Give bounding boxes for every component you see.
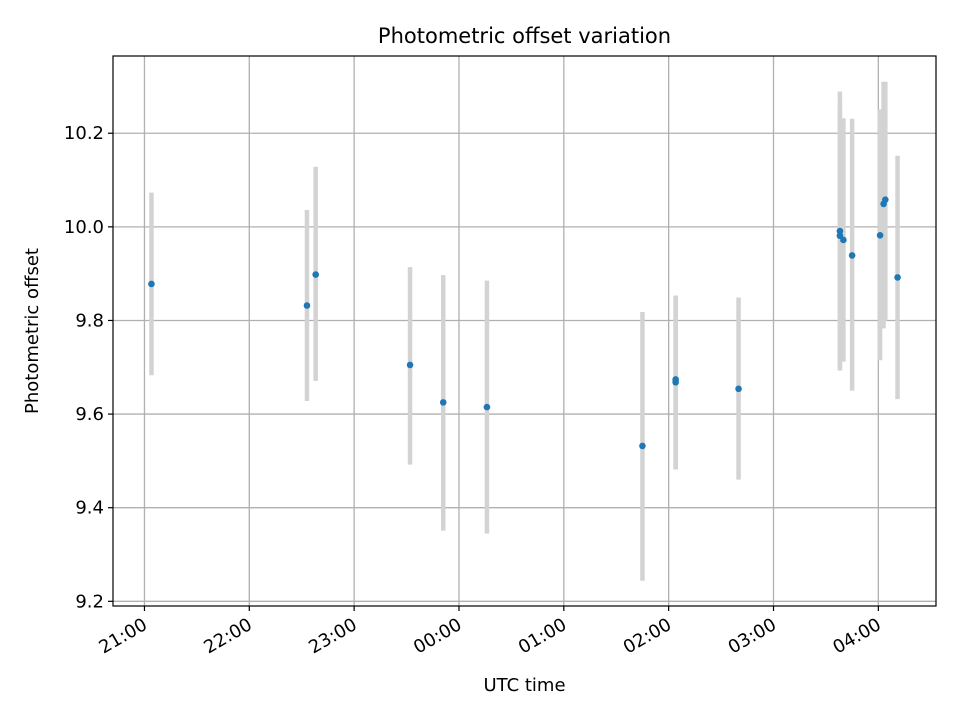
- data-point: [672, 378, 679, 386]
- y-tick-label: 9.2: [75, 591, 104, 612]
- error-bars: [149, 81, 900, 581]
- y-tick-label: 9.4: [75, 498, 104, 519]
- data-point: [882, 196, 889, 204]
- x-tick-label: 21:00: [96, 614, 151, 658]
- data-point: [483, 403, 491, 411]
- x-tick-label: 22:00: [200, 614, 255, 658]
- x-tick-label: 03:00: [725, 614, 780, 658]
- x-axis-ticks: 21:00 22:00 23:00 00:00 01:00 02:00 03:00 04:00: [96, 606, 885, 658]
- data-point: [312, 271, 319, 278]
- y-tick-label: 9.6: [75, 404, 104, 425]
- data-point: [840, 236, 847, 244]
- x-tick-label: 23:00: [305, 614, 360, 658]
- data-point: [848, 252, 856, 259]
- data-point: [303, 302, 311, 309]
- x-axis-label: UTC time: [483, 675, 565, 696]
- x-tick-label: 01:00: [515, 614, 570, 658]
- grid: [113, 56, 936, 606]
- x-tick-label: 04:00: [829, 614, 884, 658]
- data-point: [894, 274, 901, 281]
- plot-frame: [112, 55, 937, 607]
- x-tick-label: 02:00: [620, 614, 675, 658]
- data-point: [406, 361, 414, 369]
- x-tick-label: 00:00: [410, 614, 465, 658]
- data-point: [836, 227, 844, 235]
- data-point: [639, 442, 646, 450]
- y-axis-label: Photometric offset: [22, 248, 43, 414]
- chart-title: Photometric offset variation: [378, 24, 671, 48]
- data-point: [876, 231, 884, 239]
- data-point: [148, 280, 155, 288]
- y-tick-label: 9.8: [75, 310, 104, 331]
- y-tick-label: 10.2: [64, 123, 104, 144]
- y-axis-ticks: 9.2 9.4 9.6 9.8 10.0 10.2: [64, 123, 113, 612]
- data-point: [439, 399, 447, 406]
- data-points: [148, 196, 901, 450]
- y-tick-label: 10.0: [64, 217, 104, 238]
- data-point: [735, 385, 742, 393]
